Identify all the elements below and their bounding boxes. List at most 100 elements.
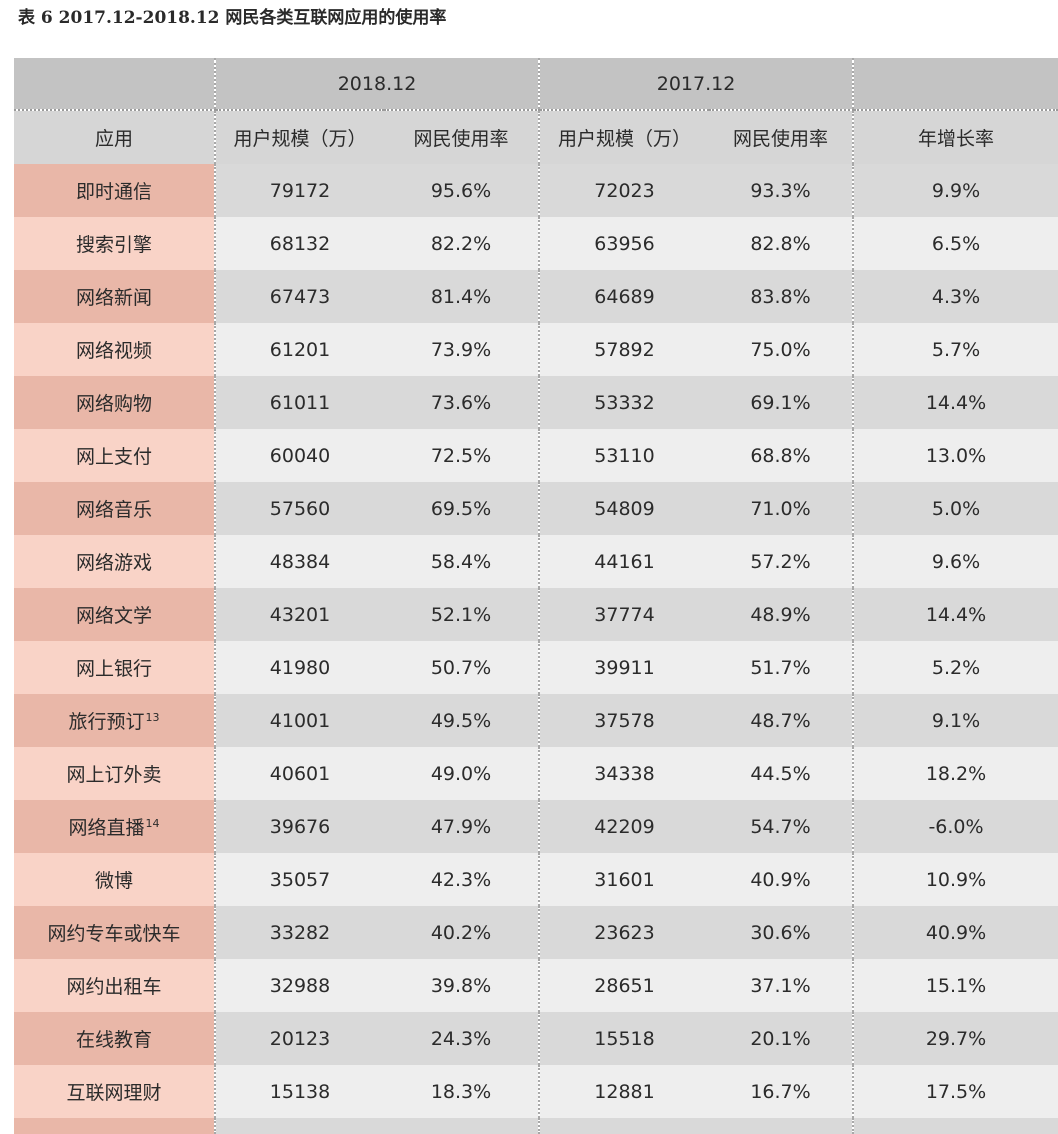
users-2018-cell: 57560 — [214, 482, 384, 535]
users-2017-cell: 64689 — [538, 270, 710, 323]
rate-2018-cell: 69.5% — [384, 482, 540, 535]
app-name: 网络文学 — [75, 605, 152, 627]
table-row: 搜索引擎 68132 82.2% 63956 82.8% 6.5% — [14, 217, 1058, 270]
table-row: 网络文学 43201 52.1% 37774 48.9% 14.4% — [14, 588, 1058, 641]
users-2017-cell: 54809 — [538, 482, 710, 535]
app-name-cell: 网络游戏 — [14, 535, 215, 588]
empty-cell — [852, 1118, 1058, 1134]
growth-cell: 17.5% — [852, 1065, 1058, 1118]
rate-2018-cell: 42.3% — [384, 853, 540, 906]
empty-cell — [14, 1118, 215, 1134]
table-row: 网上订外卖 40601 49.0% 34338 44.5% 18.2% — [14, 747, 1058, 800]
users-2018-cell: 39676 — [214, 800, 384, 853]
app-name-cell: 网络音乐 — [14, 482, 215, 535]
users-2017-cell: 63956 — [538, 217, 710, 270]
empty-cell — [214, 1118, 384, 1134]
table-row: 微博 35057 42.3% 31601 40.9% 10.9% — [14, 853, 1058, 906]
app-name-cell: 网上银行 — [14, 641, 215, 694]
period-2018-header: 2018.12 — [213, 58, 540, 111]
app-name-cell: 网约出租车 — [14, 959, 215, 1012]
rate-2017-cell: 20.1% — [709, 1012, 854, 1065]
rate-2018-cell: 49.5% — [384, 694, 540, 747]
period-blank-cell — [14, 58, 215, 111]
rate-2018-cell: 49.0% — [384, 747, 540, 800]
app-name-cell: 网上订外卖 — [14, 747, 215, 800]
rate-2017-cell: 16.7% — [709, 1065, 854, 1118]
period-header-row: 2018.12 2017.12 — [14, 58, 1058, 111]
table-row: 网络直播14 39676 47.9% 42209 54.7% -6.0% — [14, 800, 1058, 853]
users-2018-cell: 61011 — [214, 376, 384, 429]
growth-cell: 9.9% — [852, 164, 1058, 217]
column-header-users-2017: 用户规模（万） — [538, 110, 710, 164]
app-name-cell: 搜索引擎 — [14, 217, 215, 270]
footnote-marker: 13 — [145, 710, 160, 724]
column-header-growth: 年增长率 — [852, 110, 1058, 164]
users-2018-cell: 79172 — [214, 164, 384, 217]
table-row: 网络视频 61201 73.9% 57892 75.0% 5.7% — [14, 323, 1058, 376]
rate-2018-cell: 81.4% — [384, 270, 540, 323]
users-2018-cell: 67473 — [214, 270, 384, 323]
table-body: 即时通信 79172 95.6% 72023 93.3% 9.9% 搜索引擎 68132 82.… — [14, 164, 1058, 1134]
users-2017-cell: 57892 — [538, 323, 710, 376]
table-row-partial — [14, 1118, 1058, 1134]
table-row: 网络音乐 57560 69.5% 54809 71.0% 5.0% — [14, 482, 1058, 535]
rate-2017-cell: 68.8% — [709, 429, 854, 482]
users-2017-cell: 37774 — [538, 588, 710, 641]
app-name-cell: 网络购物 — [14, 376, 215, 429]
users-2017-cell: 39911 — [538, 641, 710, 694]
app-name-cell: 在线教育 — [14, 1012, 215, 1065]
rate-2017-cell: 82.8% — [709, 217, 854, 270]
footnote-marker: 14 — [145, 816, 160, 830]
rate-2017-cell: 48.7% — [709, 694, 854, 747]
usage-table: 2018.12 2017.12 应用 用户规模（万） 网民使用率 用户规模（万）… — [14, 58, 1058, 1134]
app-name: 网约出租车 — [66, 976, 162, 998]
users-2017-cell: 53110 — [538, 429, 710, 482]
growth-cell: 9.1% — [852, 694, 1058, 747]
table-row: 网上银行 41980 50.7% 39911 51.7% 5.2% — [14, 641, 1058, 694]
table-row: 旅行预订13 41001 49.5% 37578 48.7% 9.1% — [14, 694, 1058, 747]
rate-2018-cell: 50.7% — [384, 641, 540, 694]
users-2017-cell: 72023 — [538, 164, 710, 217]
app-name: 网络直播 — [68, 817, 145, 839]
empty-cell — [384, 1118, 540, 1134]
users-2017-cell: 53332 — [538, 376, 710, 429]
column-header-users-2018: 用户规模（万） — [214, 110, 384, 164]
users-2017-cell: 23623 — [538, 906, 710, 959]
rate-2018-cell: 58.4% — [384, 535, 540, 588]
users-2018-cell: 60040 — [214, 429, 384, 482]
rate-2017-cell: 57.2% — [709, 535, 854, 588]
users-2018-cell: 35057 — [214, 853, 384, 906]
rate-2018-cell: 72.5% — [384, 429, 540, 482]
rate-2018-cell: 95.6% — [384, 164, 540, 217]
app-name: 互联网理财 — [66, 1082, 162, 1104]
app-name: 网约专车或快车 — [47, 923, 181, 945]
period-blank-cell — [852, 58, 1058, 111]
rate-2017-cell: 69.1% — [709, 376, 854, 429]
app-name: 网络新闻 — [75, 287, 152, 309]
rate-2017-cell: 75.0% — [709, 323, 854, 376]
rate-2017-cell: 44.5% — [709, 747, 854, 800]
app-name-cell: 网络新闻 — [14, 270, 215, 323]
users-2018-cell: 33282 — [214, 906, 384, 959]
rate-2017-cell: 48.9% — [709, 588, 854, 641]
app-name-cell: 微博 — [14, 853, 215, 906]
users-2018-cell: 32988 — [214, 959, 384, 1012]
growth-cell: 5.7% — [852, 323, 1058, 376]
rate-2018-cell: 24.3% — [384, 1012, 540, 1065]
table-row: 网络新闻 67473 81.4% 64689 83.8% 4.3% — [14, 270, 1058, 323]
app-name: 网络购物 — [75, 393, 152, 415]
table-row: 即时通信 79172 95.6% 72023 93.3% 9.9% — [14, 164, 1058, 217]
table-row: 网络游戏 48384 58.4% 44161 57.2% 9.6% — [14, 535, 1058, 588]
growth-cell: 14.4% — [852, 376, 1058, 429]
table-row: 网约出租车 32988 39.8% 28651 37.1% 15.1% — [14, 959, 1058, 1012]
rate-2018-cell: 47.9% — [384, 800, 540, 853]
app-name: 即时通信 — [75, 181, 152, 203]
table-caption: 表 6 2017.12-2018.12 网民各类互联网应用的使用率 — [18, 8, 447, 28]
users-2018-cell: 15138 — [214, 1065, 384, 1118]
rate-2018-cell: 18.3% — [384, 1065, 540, 1118]
growth-cell: 9.6% — [852, 535, 1058, 588]
table-row: 网约专车或快车 33282 40.2% 23623 30.6% 40.9% — [14, 906, 1058, 959]
table-row: 网络购物 61011 73.6% 53332 69.1% 14.4% — [14, 376, 1058, 429]
growth-cell: 29.7% — [852, 1012, 1058, 1065]
growth-cell: 18.2% — [852, 747, 1058, 800]
